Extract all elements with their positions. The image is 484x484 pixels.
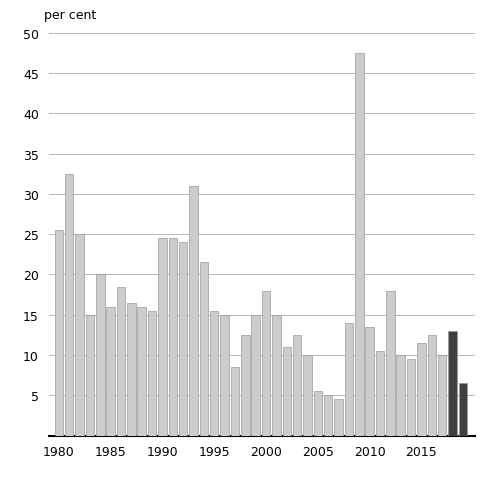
Bar — [364, 327, 373, 436]
Bar — [210, 311, 218, 436]
Bar — [241, 335, 249, 436]
Bar — [220, 315, 228, 436]
Bar — [272, 315, 280, 436]
Bar — [447, 331, 456, 436]
Bar — [458, 383, 466, 436]
Bar — [333, 399, 342, 436]
Bar — [251, 315, 259, 436]
Bar — [75, 235, 84, 436]
Bar — [375, 351, 383, 436]
Bar — [292, 335, 301, 436]
Bar — [96, 275, 105, 436]
Bar — [55, 231, 63, 436]
Bar — [230, 367, 239, 436]
Bar — [313, 392, 321, 436]
Bar — [117, 287, 125, 436]
Bar — [427, 335, 435, 436]
Bar — [86, 315, 94, 436]
Bar — [302, 355, 311, 436]
Bar — [199, 263, 208, 436]
Bar — [179, 243, 187, 436]
Bar — [385, 291, 394, 436]
Bar — [406, 359, 414, 436]
Bar — [65, 175, 73, 436]
Bar — [323, 395, 332, 436]
Bar — [158, 239, 166, 436]
Bar — [189, 186, 197, 436]
Bar — [137, 307, 146, 436]
Bar — [106, 307, 115, 436]
Bar — [416, 343, 425, 436]
Bar — [282, 347, 290, 436]
Text: per cent: per cent — [44, 9, 96, 22]
Bar — [261, 291, 270, 436]
Bar — [148, 311, 156, 436]
Bar — [395, 355, 404, 436]
Bar — [344, 323, 352, 436]
Bar — [127, 303, 136, 436]
Bar — [437, 355, 445, 436]
Bar — [168, 239, 177, 436]
Bar — [354, 54, 363, 436]
